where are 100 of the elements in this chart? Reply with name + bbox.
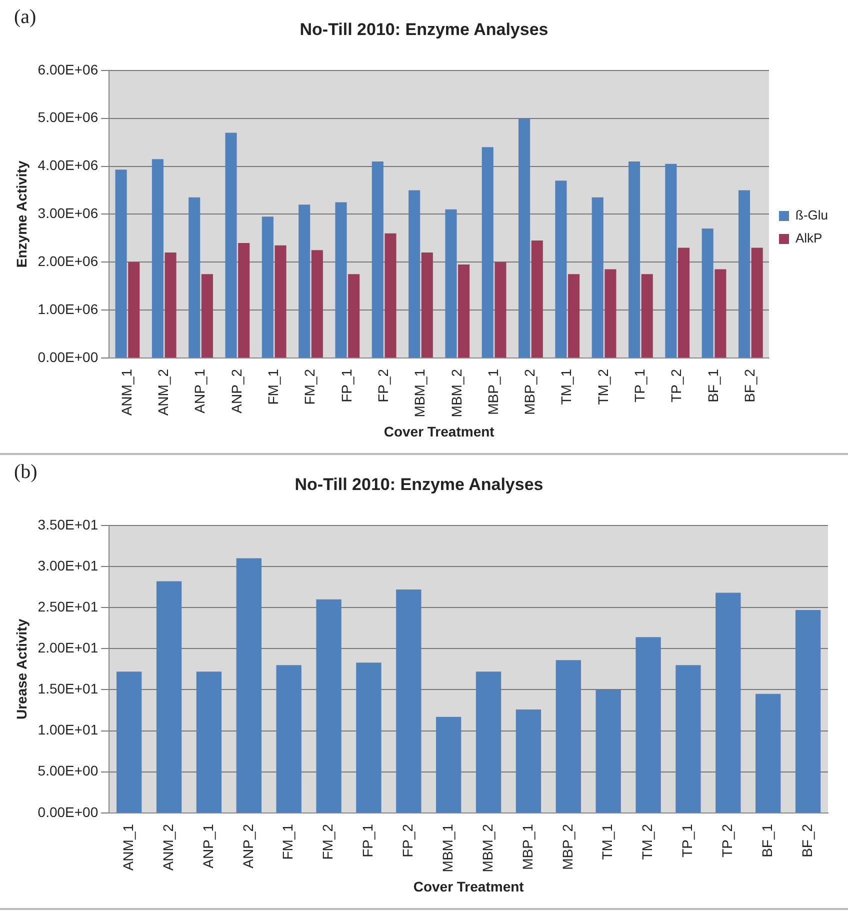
x-tick-label: BF_2 bbox=[742, 368, 758, 402]
x-tick-label: FM_2 bbox=[320, 824, 336, 860]
y-tick-label: 2.00E+06 bbox=[38, 252, 98, 269]
x-tick-label: MBP_2 bbox=[522, 368, 538, 415]
bar bbox=[298, 204, 310, 358]
x-tick-label: ANM_1 bbox=[118, 368, 134, 416]
bar bbox=[756, 694, 781, 812]
bar bbox=[384, 233, 396, 358]
x-tick-label: FM_1 bbox=[280, 824, 296, 860]
bar bbox=[348, 274, 360, 358]
x-axis-title: Cover Treatment bbox=[384, 423, 495, 440]
x-tick-label: MBP_1 bbox=[519, 824, 536, 870]
bar bbox=[678, 248, 690, 358]
bar bbox=[262, 216, 274, 358]
x-tick-label: BF_1 bbox=[758, 824, 775, 858]
x-tick-label: TP_1 bbox=[679, 824, 696, 858]
bar bbox=[156, 581, 182, 812]
x-tick-label: FM_2 bbox=[302, 368, 318, 405]
bar bbox=[276, 665, 302, 812]
y-tick-label: 1.50E+01 bbox=[38, 680, 98, 697]
x-tick-label: TP_1 bbox=[632, 368, 648, 402]
x-tick-label: ANM_1 bbox=[120, 824, 136, 871]
y-axis-title: Enzyme Activity bbox=[13, 160, 30, 268]
legend-label: ß-Glu bbox=[796, 208, 828, 223]
bar bbox=[555, 180, 567, 358]
bar bbox=[795, 610, 821, 812]
y-tick-label: 2.00E+01 bbox=[38, 640, 98, 656]
bar bbox=[196, 672, 222, 812]
bar bbox=[458, 264, 470, 358]
y-tick-label: 3.00E+01 bbox=[38, 557, 98, 574]
y-tick-label: 1.00E+01 bbox=[38, 722, 98, 738]
x-tick-label: FP_2 bbox=[374, 368, 391, 402]
y-tick-label: 3.50E+01 bbox=[38, 516, 98, 532]
x-tick-label: TP_2 bbox=[719, 824, 736, 858]
x-tick-label: MBP_2 bbox=[559, 824, 576, 870]
x-tick-label: MBM_1 bbox=[412, 368, 428, 418]
bar bbox=[702, 228, 714, 358]
bar bbox=[316, 599, 342, 812]
x-tick-label: MBP_1 bbox=[484, 368, 501, 415]
bar bbox=[128, 262, 140, 358]
x-tick-label: BF_1 bbox=[704, 368, 721, 402]
x-tick-label: FP_1 bbox=[338, 368, 354, 402]
y-tick-label: 2.50E+01 bbox=[38, 598, 98, 614]
bar bbox=[636, 637, 661, 812]
bar bbox=[372, 161, 384, 358]
bar bbox=[436, 716, 462, 812]
x-tick-label: ANP_1 bbox=[192, 368, 208, 414]
x-tick-label: MBM_2 bbox=[479, 824, 496, 872]
x-tick-label: BF_2 bbox=[798, 824, 815, 858]
bar bbox=[396, 589, 422, 812]
bar bbox=[238, 242, 250, 358]
bar bbox=[311, 250, 323, 358]
x-tick-label: TM_1 bbox=[599, 824, 616, 860]
bar bbox=[335, 202, 347, 358]
text: (a) bbox=[14, 6, 36, 29]
bar bbox=[476, 672, 502, 812]
x-tick-label: ANM_2 bbox=[160, 824, 176, 871]
bar bbox=[738, 190, 750, 358]
bar bbox=[445, 209, 457, 358]
x-tick-label: ANP_1 bbox=[200, 824, 216, 868]
chart-title: No-Till 2010: Enzyme Analyses bbox=[300, 20, 548, 39]
x-tick-label: TM_2 bbox=[639, 824, 656, 860]
bar bbox=[152, 159, 164, 358]
x-tick-label: ANP_2 bbox=[228, 368, 244, 414]
y-tick-label: 0.00E+00 bbox=[38, 348, 98, 365]
bar bbox=[356, 662, 382, 812]
bar bbox=[115, 170, 127, 358]
bar bbox=[596, 690, 621, 812]
x-tick-label: MBM_1 bbox=[439, 824, 456, 872]
bar bbox=[665, 164, 677, 358]
bar bbox=[164, 252, 176, 358]
bar bbox=[421, 252, 433, 358]
x-tick-label: TM_2 bbox=[594, 368, 611, 405]
chart-title: No-Till 2010: Enzyme Analyses bbox=[294, 474, 544, 494]
y-tick-label: 5.00E+06 bbox=[38, 109, 98, 126]
bar bbox=[751, 248, 763, 358]
bar bbox=[628, 161, 640, 358]
legend-label: AlkP bbox=[796, 230, 822, 246]
x-tick-label: FP_2 bbox=[400, 824, 416, 858]
bar bbox=[676, 665, 701, 812]
x-tick-label: MBM_2 bbox=[448, 368, 464, 418]
x-tick-label: FM_1 bbox=[264, 368, 281, 405]
bar bbox=[592, 197, 604, 358]
bar bbox=[516, 709, 542, 812]
bar bbox=[188, 197, 200, 358]
bar bbox=[116, 672, 142, 812]
x-tick-label: FP_1 bbox=[360, 824, 376, 858]
x-tick-label: TM_1 bbox=[558, 368, 574, 405]
x-tick-label: ANM_2 bbox=[154, 368, 171, 416]
bar bbox=[518, 118, 530, 358]
bar bbox=[201, 274, 213, 358]
y-tick-label: 4.00E+06 bbox=[38, 157, 98, 174]
bar bbox=[556, 660, 581, 812]
bar bbox=[408, 190, 420, 358]
y-tick-label: 1.00E+06 bbox=[38, 300, 98, 317]
bar bbox=[568, 274, 580, 358]
x-tick-label: ANP_2 bbox=[240, 824, 256, 868]
bar bbox=[716, 592, 741, 812]
y-tick-label: 3.00E+06 bbox=[38, 205, 98, 222]
text: (b) bbox=[14, 461, 38, 484]
